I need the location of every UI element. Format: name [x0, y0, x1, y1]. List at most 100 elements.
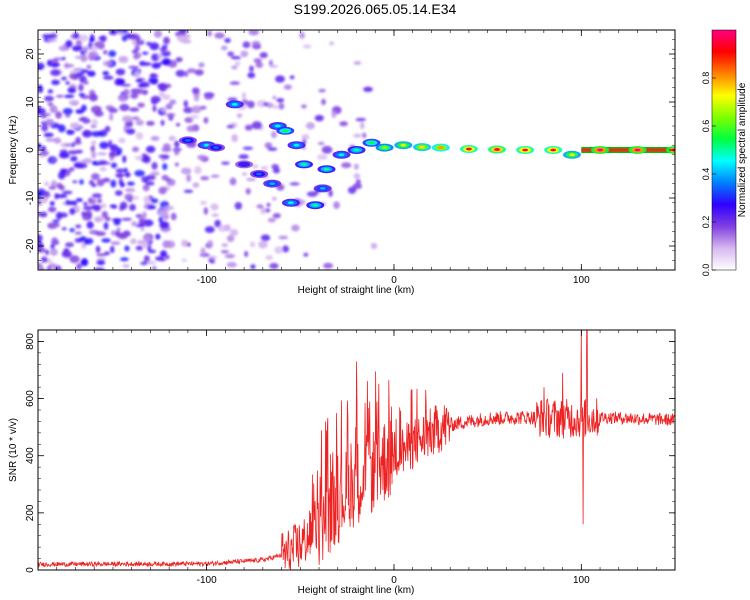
spectrogram-noise-blob: [58, 152, 70, 159]
spectrogram-noise-blob: [103, 50, 108, 55]
spectrogram-noise-blob: [158, 186, 167, 195]
spectrogram-noise-blob: [43, 95, 54, 102]
spectrogram-noise-blob: [347, 186, 357, 194]
spectrogram-noise-blob: [46, 265, 52, 270]
spectrogram-ylabel: Frequency (Hz): [8, 116, 19, 185]
spectrogram-ridge: [178, 100, 675, 210]
spectrogram-noise-blob: [91, 183, 97, 187]
spectrogram-noise-blob: [122, 263, 130, 269]
spectrogram-noise-blob: [191, 105, 202, 114]
spectrogram-noise-blob: [160, 221, 167, 227]
spectrogram-noise-blob: [289, 182, 300, 186]
spectrogram-noise-blob: [121, 217, 133, 221]
spectrogram-noise-blob: [142, 184, 150, 192]
spectrogram-noise-blob: [42, 192, 51, 198]
spectrogram-noise-blob: [181, 258, 187, 262]
x-tick-label: 100: [573, 275, 590, 286]
spectrogram-noise-blob: [117, 31, 125, 36]
spectrogram-noise-blob: [38, 107, 46, 115]
spectrogram-noise-blob: [88, 38, 95, 42]
spectrogram-noise-blob: [145, 145, 156, 153]
spectrogram-noise-blob: [146, 41, 152, 46]
ridge-peak: [312, 203, 319, 207]
spectrogram-noise-blob: [199, 200, 207, 206]
spectrogram-noise-blob: [51, 158, 57, 163]
ridge-peak: [368, 141, 375, 145]
spectrogram-noise-blob: [91, 140, 97, 146]
spectrogram-noise-blob: [150, 136, 160, 141]
spectrogram-noise-blob: [115, 168, 125, 173]
spectrogram-noise-blob: [134, 70, 141, 79]
spectrogram-noise-blob: [125, 171, 131, 178]
spectrogram-noise-blob: [163, 36, 170, 45]
spectrogram-noise-blob: [247, 72, 256, 79]
spectrogram-noise-blob: [266, 202, 271, 207]
ridge-peak: [323, 167, 330, 171]
spectrogram-noise-blob: [47, 38, 58, 42]
spectrogram-noise-blob: [62, 108, 73, 115]
spectrogram-noise-blob: [217, 224, 227, 232]
spectrogram-noise-blob: [43, 132, 54, 138]
spectrogram-noise-blob: [129, 203, 136, 211]
ridge-peak: [568, 153, 575, 157]
spectrogram-noise-blob: [78, 92, 85, 97]
spectrogram-noise-blob: [226, 261, 237, 268]
spectrogram-noise-blob: [258, 240, 268, 249]
spectrogram-noise-blob: [135, 245, 144, 251]
spectrogram-noise-blob: [150, 95, 161, 103]
spectrogram-noise-blob: [39, 150, 50, 157]
x-tick-label: -100: [197, 275, 217, 286]
spectrogram-noise-blob: [41, 124, 49, 132]
spectrogram-noise-blob: [75, 224, 82, 229]
spectrogram-noise-blob: [141, 240, 149, 249]
spectrogram-noise-blob: [142, 62, 152, 67]
spectrogram-noise-blob: [135, 213, 143, 219]
spectrogram-noise-blob: [68, 99, 80, 106]
spectrogram-noise-blob: [273, 105, 279, 110]
spectrogram-noise-blob: [131, 146, 140, 152]
spectrogram-noise-blob: [67, 86, 77, 94]
spectrogram-noise-blob: [101, 129, 107, 135]
ridge-peak: [634, 148, 641, 152]
spectrogram-noise-blob: [269, 262, 279, 269]
spectrogram-noise-blob: [91, 118, 98, 127]
spectrogram-noise-blob: [165, 177, 172, 182]
spectrogram-noise-blob: [250, 241, 256, 248]
spectrogram-noise-blob: [236, 113, 243, 118]
spectrogram-noise-blob: [227, 51, 235, 57]
spectrogram-noise-blob: [321, 98, 326, 106]
spectrogram-noise-blob: [64, 143, 73, 147]
spectrogram-noise-blob: [142, 211, 147, 219]
spectrogram-noise-blob: [175, 56, 183, 63]
colorbar-tick-label: 0.2: [701, 216, 711, 229]
ridge-peak: [437, 146, 444, 150]
spectrogram-noise-blob: [150, 73, 157, 78]
spectrogram-noise-blob: [125, 128, 136, 135]
spectrogram-noise-blob: [69, 228, 75, 233]
spectrogram-noise-blob: [298, 199, 306, 205]
spectrogram-noise-blob: [151, 62, 161, 69]
spectrogram-noise-blob: [161, 45, 168, 49]
spectrogram-noise-blob: [161, 57, 171, 66]
spectrogram-noise-blob: [251, 121, 263, 130]
ridge-peak: [550, 148, 557, 152]
spectrogram-noise-blob: [38, 234, 43, 242]
spectrogram-noise-blob: [151, 162, 158, 170]
spectrogram-noise-blob: [65, 39, 73, 48]
spectrogram-noise-blob: [234, 60, 241, 67]
spectrogram-noise-blob: [38, 241, 44, 250]
spectrogram-noise-blob: [110, 162, 118, 169]
spectrogram-noise-blob: [333, 201, 340, 210]
spectrogram-noise-blob: [214, 219, 221, 228]
spectrogram-noise-blob: [255, 62, 264, 68]
spectrogram-noise-blob: [250, 264, 256, 270]
spectrogram-noise-blob: [152, 105, 157, 113]
ridge-peak: [274, 124, 281, 128]
spectrogram-noise-blob: [102, 60, 113, 67]
spectrogram-noise-blob: [291, 224, 300, 232]
spectrogram-noise-blob: [131, 221, 138, 227]
spectrogram-noise-blob: [186, 125, 196, 132]
spectrogram-noise-blob: [187, 68, 196, 74]
spectrogram-noise-blob: [143, 255, 150, 263]
